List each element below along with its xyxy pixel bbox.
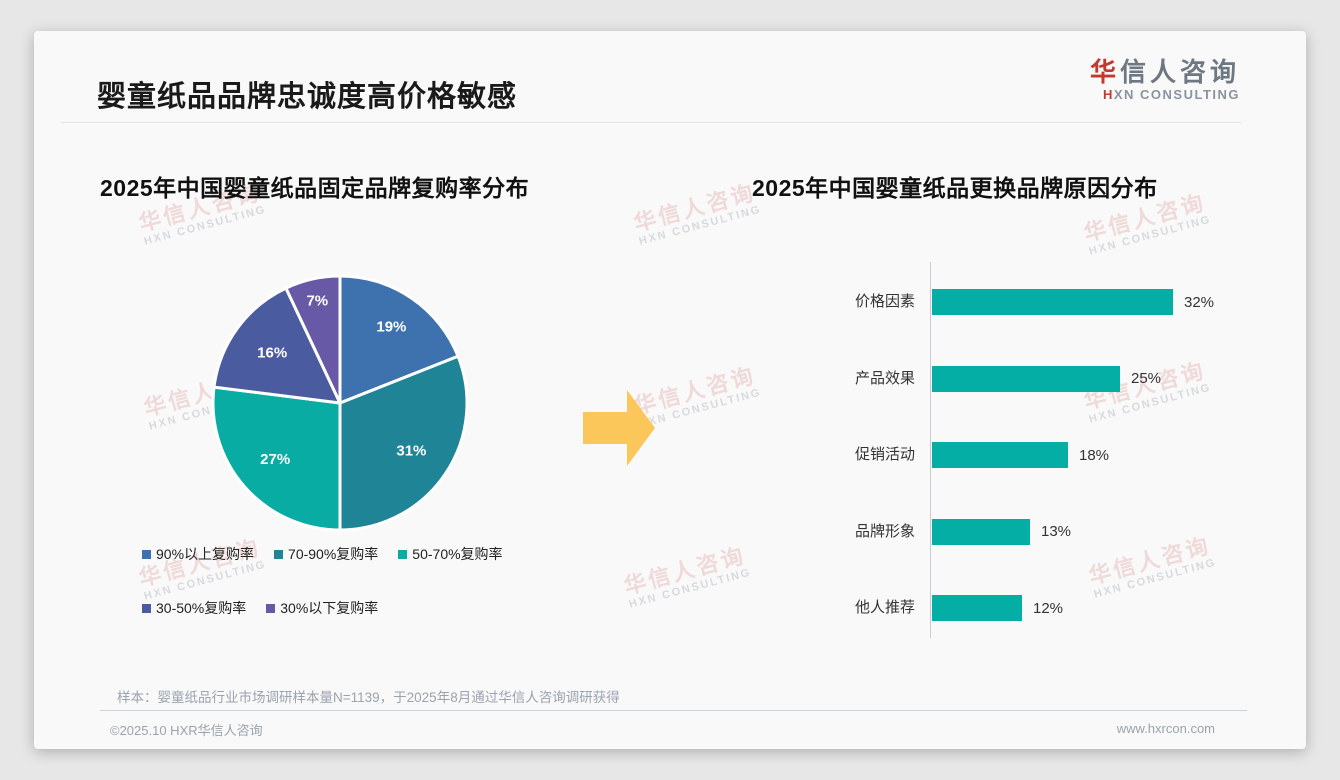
legend-label: 70-90%复购率: [288, 546, 379, 562]
watermark-en-text: HXN CONSULTING: [637, 203, 763, 248]
legend-item-2: 70-90%复购率: [274, 544, 378, 564]
legend-label: 50-70%复购率: [412, 546, 503, 562]
legend-swatch-icon: [266, 603, 276, 613]
page-title: 婴童纸品品牌忠诚度高价格敏感: [97, 81, 518, 113]
pie-slice-5: [284, 274, 342, 405]
legend-label: 30%以下复购率: [280, 600, 379, 616]
pie-slice-value-label: 31%: [396, 442, 426, 459]
sample-footnote: 样本：婴童纸品行业市场调研样本量N=1139，于2025年8月通过华信人咨询调研…: [117, 690, 620, 705]
watermark-cn-text: 华信人咨询: [631, 179, 759, 237]
pie-slice-value-label: 19%: [376, 318, 406, 335]
legend-swatch-icon: [142, 603, 151, 613]
legend-swatch-icon: [274, 549, 284, 559]
logo-brand-name: 华信人咨询: [1090, 57, 1240, 87]
watermark-en-text: HXN CONSULTING: [142, 558, 268, 603]
bar-value-label: 32%: [1184, 293, 1215, 311]
bar-category-label: 促销活动: [854, 446, 915, 463]
website-text: www.hxrcon.com: [1116, 721, 1215, 736]
bar-row-4: 13%: [932, 518, 1072, 545]
logo-brand-rest: 信人咨询: [1119, 57, 1240, 87]
copyright-text: ©2025.10 HXR华信人咨询: [110, 723, 263, 738]
legend-item-1: 90%以上复购率: [142, 544, 254, 564]
legend-item-4: 30-50%复购率: [142, 598, 246, 618]
logo-subbrand: HXN CONSULTING: [1090, 87, 1240, 103]
pie-slice-1: [338, 274, 460, 405]
bar-rect: [932, 289, 1173, 315]
logo-brand-highlight: 华: [1089, 57, 1120, 87]
title-divider: [61, 122, 1241, 123]
logo-subbrand-highlight: H: [1102, 87, 1114, 102]
pie-chart: 19% 31% 27% 16% 7%: [211, 274, 469, 532]
brand-logo: 华信人咨询 HXN CONSULTING: [1090, 57, 1240, 103]
pie-slice-4: [212, 286, 342, 405]
bar-rect: [932, 595, 1022, 621]
bar-chart-title: 2025年中国婴童纸品更换品牌原因分布: [752, 175, 1158, 201]
bar-row-1: 32%: [932, 289, 1214, 315]
logo-subbrand-rest: XN CONSULTING: [1113, 87, 1240, 102]
bar-rect: [932, 518, 1030, 545]
legend-item-3: 50-70%复购率: [398, 544, 503, 564]
bar-row-2: 25%: [932, 365, 1162, 392]
pie-slice-3: [211, 385, 342, 532]
bar-category-label: 品牌形象: [854, 522, 915, 540]
bar-chart-plot-area: 32% 25% 18% 13% 12%: [930, 262, 1301, 638]
legend-swatch-icon: [398, 549, 408, 559]
pie-chart-title: 2025年中国婴童纸品固定品牌复购率分布: [100, 175, 530, 201]
legend-item-5: 30%以下复购率: [266, 598, 378, 618]
bar-value-label: 13%: [1041, 523, 1072, 540]
watermark-en-text: HXN CONSULTING: [627, 566, 753, 611]
arrow-right-icon: [583, 390, 655, 466]
bar-value-label: 18%: [1079, 446, 1110, 464]
bar-rect: [932, 442, 1068, 468]
pie-slice-2: [338, 354, 469, 532]
brand-watermark: 华信人咨询 HXN CONSULTING: [631, 179, 763, 248]
pie-slice-value-label: 27%: [260, 451, 290, 468]
pie-slice-value-label: 7%: [306, 292, 328, 309]
slide-card: 华信人咨询 HXN CONSULTING 华信人咨询 HXN CONSULTING 华信…: [34, 31, 1306, 749]
bar-row-5: 12%: [932, 595, 1063, 621]
pie-slice-value-label: 16%: [257, 345, 287, 362]
watermark-en-text: HXN CONSULTING: [1087, 213, 1213, 258]
bar-value-label: 12%: [1033, 599, 1064, 617]
watermark-cn-text: 华信人咨询: [621, 542, 749, 600]
legend-label: 90%以上复购率: [156, 546, 255, 562]
bar-row-3: 18%: [932, 442, 1109, 468]
pie-legend-row-2: 30-50%复购率 30%以下复购率: [142, 598, 398, 618]
legend-label: 30-50%复购率: [156, 600, 247, 616]
brand-watermark: 华信人咨询 HXN CONSULTING: [621, 542, 753, 611]
bar-value-label: 25%: [1131, 370, 1162, 387]
watermark-en-text: HXN CONSULTING: [142, 203, 268, 248]
bar-rect: [932, 365, 1120, 392]
bar-category-label: 价格因素: [854, 293, 915, 310]
footer-divider: [100, 710, 1247, 711]
legend-swatch-icon: [142, 549, 151, 559]
bar-category-label: 他人推荐: [854, 599, 915, 616]
pie-legend-row-1: 90%以上复购率 70-90%复购率 50-70%复购率: [142, 544, 523, 564]
bar-category-label: 产品效果: [854, 369, 915, 387]
